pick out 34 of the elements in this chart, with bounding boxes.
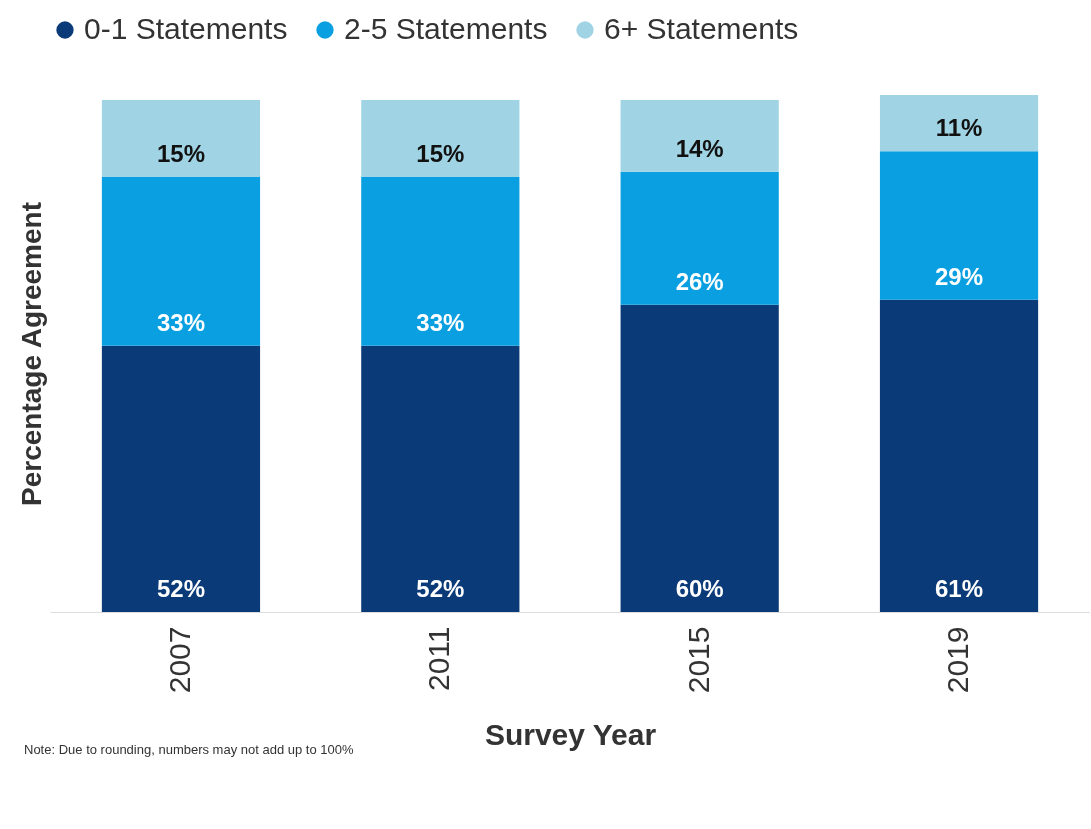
data-label: 33% xyxy=(416,308,465,336)
x-tick-label: 2019 xyxy=(941,626,975,694)
bar xyxy=(101,176,261,346)
data-label: 52% xyxy=(416,575,465,602)
data-label: 15% xyxy=(156,139,205,167)
data-label: 29% xyxy=(935,262,984,290)
legend-label: 0-1 Statements xyxy=(84,12,288,45)
legend-label: 2-5 Statements xyxy=(344,12,548,45)
y-axis-title: Percentage Agreement xyxy=(15,202,47,506)
x-tick-label: 2015 xyxy=(681,626,715,694)
bar xyxy=(361,100,520,177)
data-label: 52% xyxy=(156,575,205,602)
data-label: 26% xyxy=(675,267,724,295)
data-label: 60% xyxy=(675,575,724,602)
data-label: 14% xyxy=(675,134,724,162)
bar xyxy=(101,100,261,177)
data-label: 61% xyxy=(935,575,984,602)
x-axis-title: Survey Year xyxy=(484,718,657,752)
bar xyxy=(879,299,1039,612)
bar xyxy=(361,176,520,346)
bar xyxy=(879,95,1039,152)
x-tick-label: 2011 xyxy=(422,626,456,692)
bar xyxy=(620,304,779,612)
bar xyxy=(879,151,1039,300)
data-label: 33% xyxy=(156,308,205,336)
bar xyxy=(361,345,520,612)
bar xyxy=(620,100,779,172)
bar xyxy=(620,171,779,305)
data-label: 15% xyxy=(416,139,465,167)
x-tick-label: 2007 xyxy=(162,626,196,694)
text: Note: Due to rounding, numbers may not add up to 100% xyxy=(24,742,354,757)
legend-label: 6+ Statements xyxy=(604,12,799,45)
data-label: 11% xyxy=(935,114,983,142)
bar xyxy=(101,345,261,612)
